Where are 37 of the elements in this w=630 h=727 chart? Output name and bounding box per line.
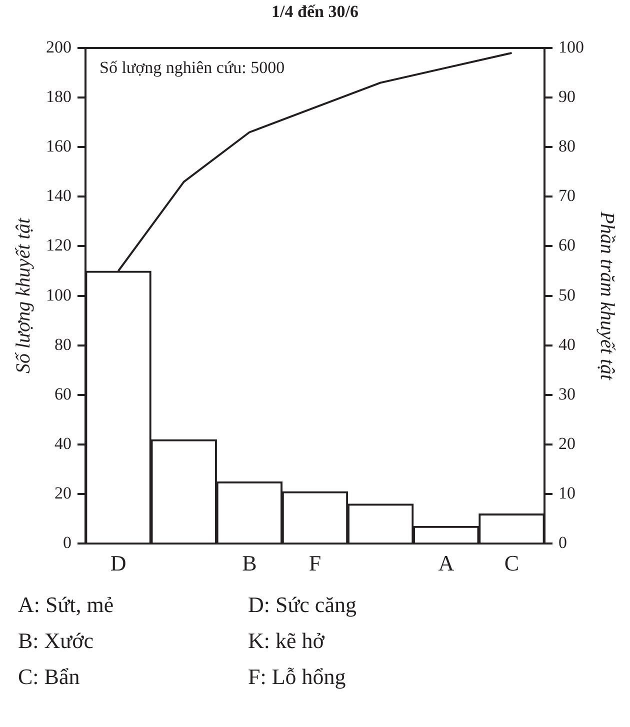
x-tick-label: C [504, 550, 520, 576]
y2-tick-label: 70 [558, 186, 576, 206]
y2-tick-label: 30 [558, 384, 576, 404]
text: D: Sức căng [248, 592, 358, 618]
y-tick-label: 160 [46, 136, 72, 156]
y2-tick-label: 80 [558, 136, 576, 156]
y2-tick-label: 90 [558, 87, 576, 106]
y2-axis-title: Phần trăm khuyết tật [596, 210, 618, 380]
chart-title: 1/4 đến 30/6 [270, 2, 360, 22]
y2-tick-label: 40 [558, 334, 576, 354]
text: C: Bẩn [18, 664, 81, 690]
y-tick-label: 20 [54, 484, 72, 503]
y-tick-label: 80 [54, 334, 72, 354]
x-tick-label: B [242, 550, 257, 576]
y-tick-label: 140 [46, 186, 72, 206]
x-tick-label: D [110, 550, 126, 576]
y2-tick-label: 10 [558, 484, 576, 503]
y-tick-label: 120 [46, 236, 72, 255]
y-tick-label: 0 [63, 533, 72, 552]
text: A: Sứt, mẻ [18, 592, 115, 618]
y-tick-label: 40 [54, 434, 72, 453]
y2-tick-label: 20 [558, 434, 576, 453]
y-tick-label: 180 [46, 87, 72, 106]
x-tick-label: F [308, 550, 322, 576]
y-axis-title: Số lượng khuyết tật [12, 218, 34, 374]
y2-tick-label: 60 [558, 236, 576, 255]
y-tick-label: 60 [54, 384, 72, 404]
y2-tick-label: 0 [558, 533, 567, 552]
x-tick-label: A [438, 550, 454, 576]
text: B: Xước [18, 628, 94, 654]
y2-tick-label: 100 [558, 37, 584, 56]
y2-tick-label: 50 [558, 285, 576, 304]
y-tick-label: 200 [46, 37, 72, 56]
text: F: Lỗ hổng [248, 664, 347, 690]
annotation: Số lượng nghiên cứu: 5000 [100, 58, 285, 77]
text: K: kẽ hở [248, 628, 326, 654]
y-tick-label: 100 [46, 285, 72, 304]
